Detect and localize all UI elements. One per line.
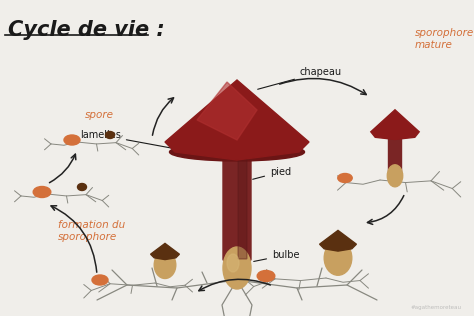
Text: Cycle de vie :: Cycle de vie : bbox=[8, 20, 165, 40]
Ellipse shape bbox=[223, 247, 251, 289]
Ellipse shape bbox=[64, 135, 80, 145]
FancyBboxPatch shape bbox=[238, 157, 247, 259]
Polygon shape bbox=[319, 230, 356, 251]
Polygon shape bbox=[371, 110, 419, 139]
Ellipse shape bbox=[106, 131, 115, 138]
Ellipse shape bbox=[92, 275, 108, 285]
Polygon shape bbox=[165, 80, 309, 160]
Text: pied: pied bbox=[253, 167, 291, 179]
Ellipse shape bbox=[170, 143, 304, 161]
Ellipse shape bbox=[257, 270, 275, 282]
Ellipse shape bbox=[33, 186, 51, 198]
FancyArrowPatch shape bbox=[49, 154, 76, 183]
Text: formation du
sporophore: formation du sporophore bbox=[58, 220, 125, 242]
Ellipse shape bbox=[387, 165, 403, 187]
FancyArrowPatch shape bbox=[51, 206, 97, 272]
Text: chapeau: chapeau bbox=[258, 67, 342, 89]
FancyArrowPatch shape bbox=[280, 78, 366, 94]
Text: bulbe: bulbe bbox=[254, 250, 300, 261]
Text: #agathemoreteau: #agathemoreteau bbox=[411, 305, 462, 310]
FancyBboxPatch shape bbox=[223, 152, 251, 261]
Text: spore: spore bbox=[85, 110, 114, 120]
FancyBboxPatch shape bbox=[389, 137, 401, 175]
FancyArrowPatch shape bbox=[199, 279, 270, 291]
Polygon shape bbox=[151, 243, 179, 260]
Text: sporophore
mature: sporophore mature bbox=[415, 28, 474, 50]
FancyArrowPatch shape bbox=[367, 196, 404, 224]
Ellipse shape bbox=[324, 241, 352, 275]
Text: lamelles: lamelles bbox=[80, 130, 178, 150]
Ellipse shape bbox=[338, 173, 352, 183]
Ellipse shape bbox=[78, 184, 86, 191]
Ellipse shape bbox=[154, 252, 176, 278]
FancyArrowPatch shape bbox=[153, 98, 173, 135]
Ellipse shape bbox=[227, 254, 239, 272]
Polygon shape bbox=[197, 82, 257, 140]
